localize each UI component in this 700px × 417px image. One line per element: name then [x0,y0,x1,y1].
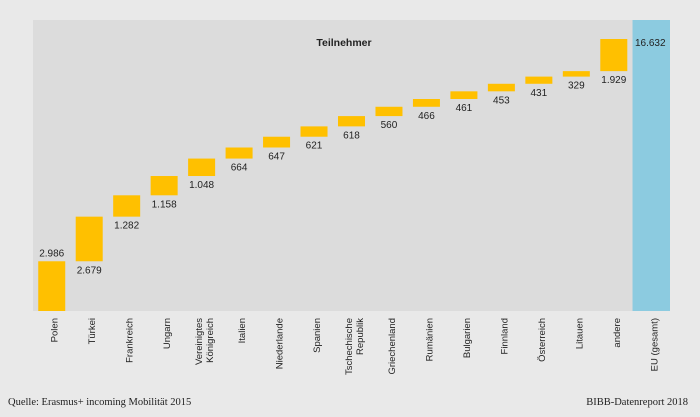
category-text: Finnland [499,318,510,354]
bar-5 [225,147,253,159]
credit-note: BIBB-Datenreport 2018 [586,397,688,408]
bar-9 [375,106,403,117]
bar-0 [38,261,66,311]
category-label-14: Litauen [574,318,585,349]
value-label-4: 1.048 [189,180,214,191]
value-label-8: 618 [343,130,360,141]
value-label-7: 621 [306,141,323,152]
bar-2 [113,195,141,217]
value-label-9: 560 [381,120,398,131]
bar-1 [75,216,103,262]
category-text: Vereinigtes [194,318,205,365]
category-label-16: EU (gesamt) [649,318,660,371]
value-label-2: 1.282 [114,221,139,232]
category-label-9: Griechenland [387,318,398,375]
value-label-14: 329 [568,81,585,92]
value-label-0: 2.986 [39,248,64,259]
value-label-11: 461 [456,103,473,114]
category-label-13: Österreich [537,318,548,362]
value-label-6: 647 [268,152,285,163]
value-labels-group: 2.986 2.679 1.282 1.158 1.048 664 647 621 618 560… [39,38,666,276]
category-text: Litauen [574,318,585,349]
category-text: Bulgarien [462,318,473,358]
category-label-8: Tschechische Republik [344,318,366,375]
category-text: andere [612,318,623,348]
bar-6 [263,136,291,148]
category-text: Rumänien [424,318,435,361]
bar-16 [632,20,670,311]
category-label-5: Italien [237,318,248,343]
category-text: Griechenland [387,318,398,375]
value-label-3: 1.158 [152,199,177,210]
category-label-1: Türkei [87,318,98,344]
category-label-11: Bulgarien [462,318,473,358]
category-text: Frankreich [125,318,136,363]
chart-title: Teilnehmer [316,37,371,49]
value-label-16: 16.632 [635,38,666,49]
category-text: EU (gesamt) [649,318,660,371]
category-text: Niederlande [275,318,286,369]
source-note: Quelle: Erasmus+ incoming Mobilität 2015 [8,397,192,408]
category-text: Ungarn [162,318,173,349]
category-text: Italien [237,318,248,343]
bar-10 [412,99,440,107]
value-label-12: 453 [493,95,510,106]
bar-11 [450,91,478,100]
bar-15 [600,38,628,72]
value-label-15: 1.929 [601,75,626,86]
bar-8 [338,116,365,127]
category-label-12: Finnland [499,318,510,354]
category-label-10: Rumänien [424,318,435,361]
category-label-2: Frankreich [125,318,136,363]
category-labels-group: Polen Türkei Frankreich Ungarn Vereinigtes Kö… [50,318,661,375]
category-label-3: Ungarn [162,318,173,349]
bar-12 [487,83,515,92]
category-text: Republik [355,318,366,355]
category-text: Polen [50,318,61,342]
category-label-15: andere [612,318,623,348]
value-label-13: 431 [531,88,548,99]
plot-area [33,20,670,311]
category-text: Spanien [312,318,323,353]
category-text: Tschechische [344,318,355,375]
category-label-7: Spanien [312,318,323,353]
category-text: Österreich [537,318,548,362]
category-text: Königreich [205,318,216,363]
category-label-0: Polen [50,318,61,342]
bar-3 [150,176,178,196]
bars-group [38,20,670,311]
bar-4 [188,158,216,177]
value-label-1: 2.679 [77,265,102,276]
category-label-4: Vereinigtes Königreich [194,318,216,365]
value-label-5: 664 [231,163,248,174]
bar-14 [562,71,590,77]
category-text: Türkei [87,318,98,344]
bar-13 [525,76,553,84]
category-label-6: Niederlande [275,318,286,369]
value-label-10: 466 [418,111,435,122]
bar-7 [300,126,328,137]
